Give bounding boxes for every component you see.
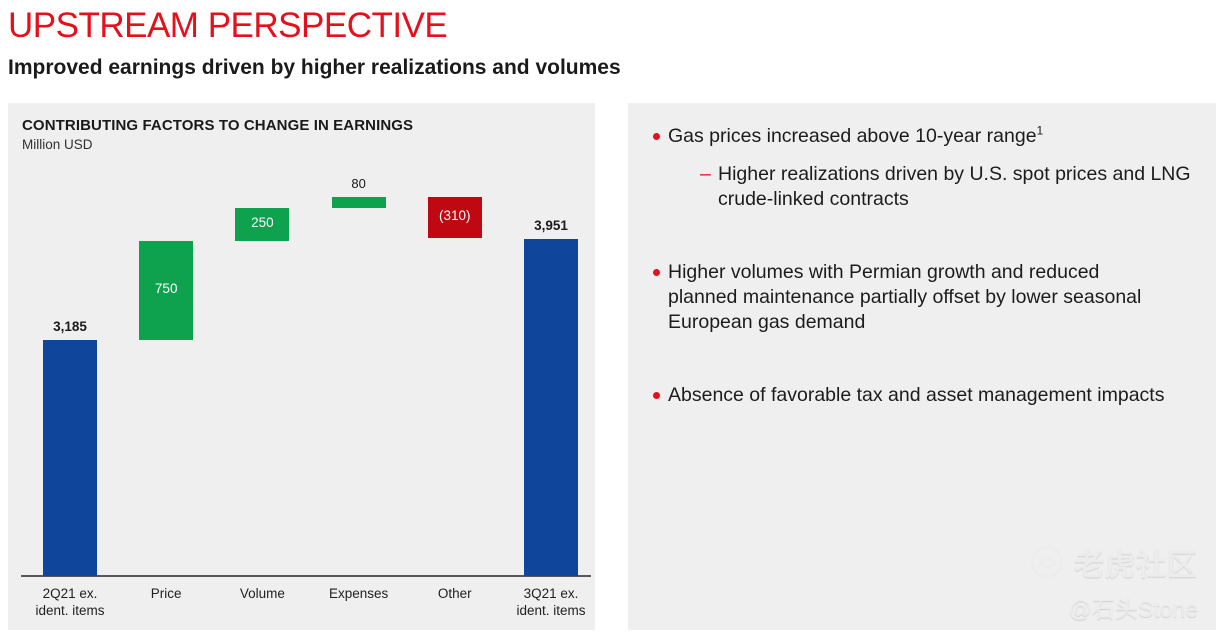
waterfall-bar-increase	[235, 207, 290, 241]
x-axis-label: 2Q21 ex. ident. items	[35, 586, 105, 618]
x-axis-label: Other	[437, 586, 472, 601]
waterfall-bar-total	[524, 238, 578, 576]
bar-value-label: (310)	[439, 208, 471, 224]
bullet-item: Absence of favorable tax and asset manag…	[628, 383, 1192, 408]
watermark-username: @石头Stone	[1068, 596, 1198, 622]
footnote-ref: 1	[1036, 123, 1044, 138]
sub-bullet-text: Higher realizations driven by U.S. spot …	[718, 163, 1191, 210]
chart-units-label: Million USD	[22, 137, 93, 152]
bullet-dot-icon	[653, 133, 660, 140]
x-axis-line	[21, 575, 591, 577]
tiger-logo-icon	[1031, 546, 1063, 578]
bullet-text: Gas prices increased above 10-year range…	[668, 123, 1044, 148]
bullet-item: Gas prices increased above 10-year range…	[628, 124, 1192, 212]
bar-value-label: 250	[251, 214, 274, 230]
bullet-dot-icon	[653, 269, 660, 276]
commentary-panel: Gas prices increased above 10-year range…	[628, 103, 1216, 630]
watermark: 老虎社区 @石头Stone	[1030, 540, 1198, 624]
waterfall-bar-increase	[139, 240, 194, 340]
bullet-text: Higher volumes with Permian growth and r…	[668, 261, 1142, 333]
watermark-community-name: 老虎社区	[1074, 549, 1198, 582]
bullet-text: Absence of favorable tax and asset manag…	[668, 384, 1165, 406]
sub-bullet-dash-icon: –	[700, 163, 711, 185]
chart-panel: CONTRIBUTING FACTORS TO CHANGE IN EARNIN…	[8, 103, 595, 630]
waterfall-bar-decrease	[427, 197, 482, 239]
watermark-header: 老虎社区	[1030, 540, 1198, 584]
sub-bullet-item: – Higher realizations driven by U.S. spot…	[668, 162, 1192, 212]
bar-value-label: 3,185	[53, 319, 87, 334]
bar-value-label: 80	[351, 176, 366, 192]
page-subtitle: Improved earnings driven by higher reali…	[8, 56, 621, 79]
x-axis-label: 3Q21 ex. ident. items	[516, 586, 586, 618]
x-axis-label: Expenses	[328, 586, 389, 601]
bar-value-label: 750	[154, 281, 178, 296]
waterfall-bar-total	[43, 340, 97, 576]
chart-title: CONTRIBUTING FACTORS TO CHANGE IN EARNIN…	[22, 117, 414, 134]
waterfall-bar-increase	[331, 197, 386, 208]
x-axis-label: Price	[150, 586, 182, 601]
bullet-item: Higher volumes with Permian growth and r…	[628, 260, 1192, 335]
x-axis-label: Volume	[239, 586, 285, 601]
bar-value-label: 3,951	[534, 217, 568, 233]
page-title: UPSTREAM PERSPECTIVE	[8, 6, 448, 45]
waterfall-chart: 3,185 2Q21 ex. ident. items 750 Price 250 Vol…	[8, 103, 595, 630]
bullet-list: Gas prices increased above 10-year range…	[628, 103, 1216, 408]
bullet-dot-icon	[653, 392, 660, 399]
